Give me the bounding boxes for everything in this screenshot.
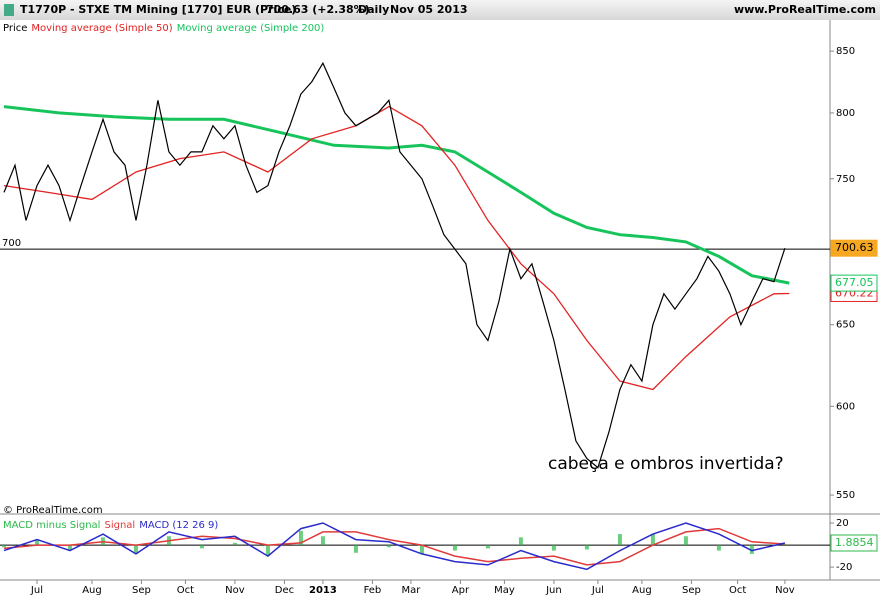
legend-price: Price [3,23,27,34]
value-box [830,274,878,292]
x-tick-label: Sep [682,585,701,596]
x-tick-label: Feb [364,585,382,596]
x-tick-label: Mar [401,585,421,596]
macd-legend-entry: MACD minus Signal [3,520,100,531]
header-site: www.ProRealTime.com [734,3,876,16]
price-line [3,61,786,469]
y-tick-label: 850 [836,46,855,57]
header-period: Daily [358,3,389,16]
y-tick-label: 800 [836,108,855,119]
value-box-label: 700.63 [835,241,874,254]
x-tick-label: Jul [30,585,43,596]
x-tick-label: Sep [132,585,151,596]
x-tick-label: Oct [729,585,746,596]
macd-value-label: 1.8854 [835,536,874,549]
macd-histogram-bar [419,545,424,554]
macd-histogram-bar [782,544,787,546]
x-tick-label: Apr [452,585,470,596]
x-tick-label: Aug [82,585,102,596]
legend-entry: Moving average (Simple 50) [31,23,172,34]
macd-histogram-bar [353,545,358,553]
macd-histogram-bar [485,545,490,549]
macd-histogram-bar [34,539,39,546]
level-label: 700 [2,238,21,249]
macd-histogram-bar [716,545,721,551]
macd-histogram-bar [749,545,754,554]
x-tick-label: Aug [632,585,652,596]
macd-histogram-bar [584,545,589,550]
y-tick-label: 650 [836,320,855,331]
macd-legend-entry: MACD (12 26 9) [139,520,218,531]
macd-histogram-bar [298,530,303,546]
macd-line [3,522,786,571]
copyright: © ProRealTime.com [3,505,103,516]
x-tick-label: 2013 [309,585,337,596]
moving-average-line [3,105,790,391]
moving-average-line [3,105,790,285]
macd-histogram-bar [265,545,270,557]
header-date: Nov 05 2013 [390,3,468,16]
y-tick-label: 750 [836,174,855,185]
macd-histogram-bar [1,545,6,548]
macd-y-tick-label: -20 [836,562,852,573]
y-tick-label: 550 [836,490,855,501]
x-tick-label: Nov [775,585,795,596]
macd-histogram-bar [617,534,622,546]
header-symbol: T1770P - STXE TM Mining [1770] EUR (Pric… [20,3,296,16]
value-box [830,239,878,257]
macd-histogram-bar [683,536,688,546]
macd-histogram-bar [551,545,556,551]
macd-y-tick-label: 20 [836,518,849,529]
x-tick-label: Dec [275,585,294,596]
x-tick-label: Nov [225,585,245,596]
x-tick-label: Jul [591,585,604,596]
macd-histogram-bar [386,545,391,548]
x-tick-label: May [494,585,515,596]
value-box-label: 677.05 [835,276,874,289]
macd-histogram-bar [452,545,457,551]
legend-entry: Moving average (Simple 200) [177,23,325,34]
macd-histogram-bar [518,537,523,546]
macd-histogram-bar [133,545,138,554]
header-bar [0,0,880,20]
y-tick-label: 600 [836,401,855,412]
annotation: cabeça e ombros invertida? [548,454,784,474]
x-tick-label: Oct [177,585,194,596]
macd-value-box [830,534,878,552]
header-icon [4,4,14,16]
macd-histogram-bar [650,534,655,546]
macd-legend-entry: Signal [104,520,135,531]
macd-histogram-bar [232,542,237,546]
header-quote: 700.63 (+2.38%) [266,3,370,16]
macd-histogram-bar [320,536,325,546]
macd-histogram-bar [67,545,72,551]
x-tick-label: Jun [545,585,562,596]
macd-line [3,527,785,566]
macd-histogram-bar [199,545,204,549]
